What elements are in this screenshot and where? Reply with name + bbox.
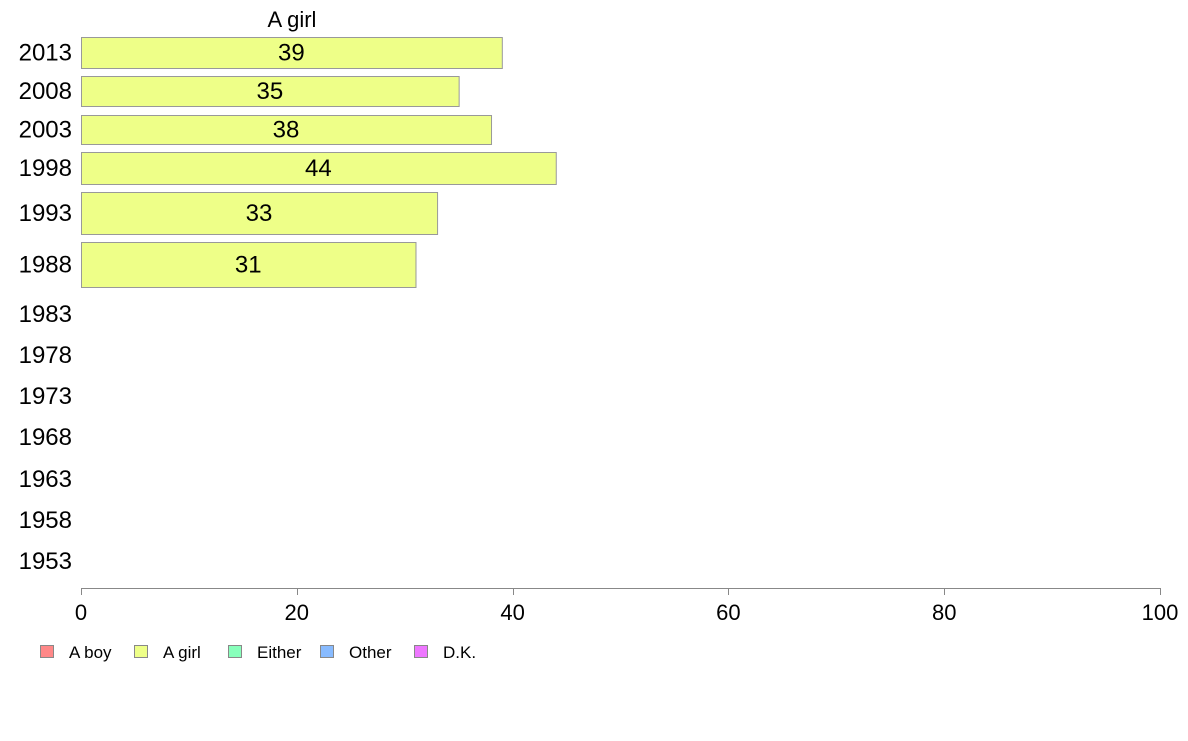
- bar-value-label-2008: 35: [256, 78, 283, 105]
- y-tick-label-1978: 1978: [19, 342, 72, 369]
- y-tick-label-1963: 1963: [19, 466, 72, 493]
- x-tick-label-100: 100: [1142, 600, 1179, 625]
- legend: A boy A girl Either Other D.K.: [40, 643, 476, 662]
- legend-label-other: Other: [349, 643, 392, 662]
- y-tick-label-2003: 2003: [19, 117, 72, 144]
- legend-label-a-girl: A girl: [163, 643, 201, 662]
- bar-value-label-2003: 38: [273, 117, 300, 144]
- y-tick-label-1988: 1988: [19, 252, 72, 279]
- bar-1993: [81, 192, 439, 235]
- bar-value-label-1993: 33: [246, 200, 273, 227]
- series-label: A girl: [268, 7, 317, 32]
- bar-value-label-1998: 44: [305, 155, 332, 182]
- bar-value-label-2013: 39: [278, 40, 305, 67]
- series-label-layer: A girl: [268, 7, 317, 32]
- legend-swatch-a-boy: [40, 645, 54, 658]
- bar-1988: [81, 242, 417, 288]
- legend-swatch-either: [228, 645, 242, 658]
- y-tick-label-2013: 2013: [19, 40, 72, 67]
- bar-1998: [81, 152, 557, 185]
- x-axis: 0 20 40 60 80 100: [75, 588, 1178, 625]
- legend-swatch-a-girl: [134, 645, 148, 658]
- y-tick-label-1993: 1993: [19, 200, 72, 227]
- x-tick-label-60: 60: [716, 600, 740, 625]
- y-tick-label-1973: 1973: [19, 383, 72, 410]
- x-tick-label-40: 40: [500, 600, 524, 625]
- y-tick-label-1953: 1953: [19, 548, 72, 575]
- bar-2013: [81, 37, 503, 69]
- y-tick-label-1968: 1968: [19, 424, 72, 451]
- legend-label-a-boy: A boy: [69, 643, 112, 662]
- x-tick-label-0: 0: [75, 600, 87, 625]
- bar-2008: [81, 76, 460, 107]
- y-axis: 2013 2008 2003 1998 1993 1988 1983 1978 1973 1968…: [19, 40, 72, 576]
- bar-2003: [81, 115, 493, 145]
- bar-value-label-1988: 31: [235, 252, 262, 279]
- x-tick-label-80: 80: [932, 600, 956, 625]
- legend-label-either: Either: [257, 643, 302, 662]
- y-tick-label-2008: 2008: [19, 78, 72, 105]
- legend-label-d-k-: D.K.: [443, 643, 476, 662]
- legend-swatch-d-k-: [414, 645, 428, 658]
- x-tick-label-20: 20: [285, 600, 309, 625]
- y-tick-label-1983: 1983: [19, 301, 72, 328]
- y-tick-label-1998: 1998: [19, 155, 72, 182]
- legend-swatch-other: [320, 645, 334, 658]
- y-tick-label-1958: 1958: [19, 507, 72, 534]
